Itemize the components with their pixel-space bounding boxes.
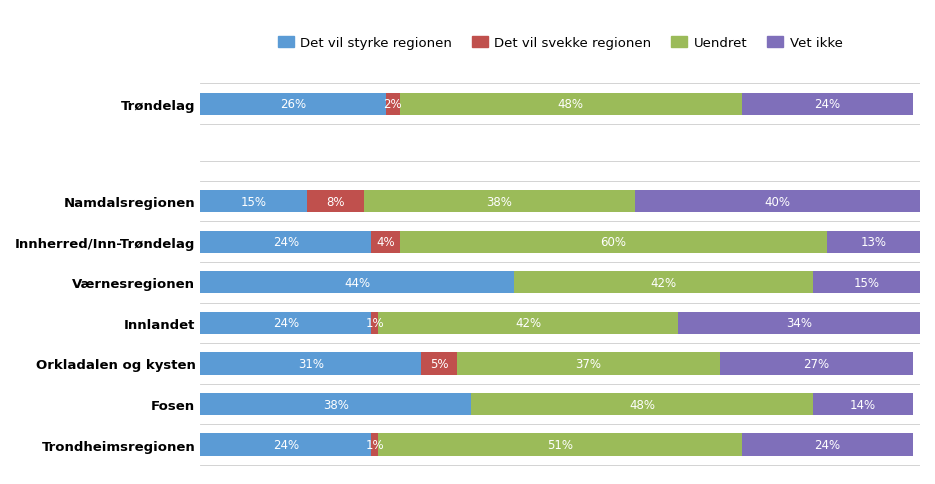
Bar <box>200 93 385 116</box>
Text: 42%: 42% <box>515 317 541 330</box>
Text: 37%: 37% <box>576 357 601 370</box>
Bar <box>635 191 920 213</box>
Text: 8%: 8% <box>326 195 345 208</box>
Bar <box>371 312 379 334</box>
Bar <box>678 312 920 334</box>
Text: 27%: 27% <box>803 357 829 370</box>
Text: 5%: 5% <box>430 357 448 370</box>
Text: 24%: 24% <box>814 438 841 451</box>
Text: 38%: 38% <box>486 195 512 208</box>
Bar <box>379 312 678 334</box>
Text: 48%: 48% <box>629 398 655 411</box>
Legend: Det vil styrke regionen, Det vil svekke regionen, Uendret, Vet ikke: Det vil styrke regionen, Det vil svekke … <box>272 32 848 55</box>
Bar <box>400 231 827 254</box>
Bar <box>385 93 400 116</box>
Bar <box>200 353 421 375</box>
Bar <box>514 272 813 294</box>
Text: 34%: 34% <box>785 317 812 330</box>
Text: 2%: 2% <box>383 98 402 111</box>
Bar <box>813 272 920 294</box>
Text: 38%: 38% <box>323 398 349 411</box>
Bar <box>200 272 514 294</box>
Text: 15%: 15% <box>240 195 266 208</box>
Bar <box>364 191 635 213</box>
Bar <box>200 393 471 415</box>
Text: 4%: 4% <box>376 236 395 249</box>
Bar <box>741 434 913 456</box>
Text: 42%: 42% <box>651 276 677 289</box>
Bar <box>457 353 721 375</box>
Bar <box>200 191 307 213</box>
Text: 40%: 40% <box>765 195 790 208</box>
Text: 1%: 1% <box>366 317 384 330</box>
Bar <box>721 353 913 375</box>
Text: 1%: 1% <box>366 438 384 451</box>
Bar <box>371 231 400 254</box>
Text: 13%: 13% <box>861 236 886 249</box>
Text: 24%: 24% <box>273 438 299 451</box>
Bar <box>307 191 364 213</box>
Bar <box>400 93 741 116</box>
Text: 15%: 15% <box>854 276 880 289</box>
Bar <box>200 312 371 334</box>
Bar <box>471 393 813 415</box>
Text: 26%: 26% <box>280 98 306 111</box>
Bar <box>379 434 741 456</box>
Text: 24%: 24% <box>273 317 299 330</box>
Text: 60%: 60% <box>600 236 626 249</box>
Bar <box>421 353 457 375</box>
Bar <box>371 434 379 456</box>
Text: 14%: 14% <box>850 398 876 411</box>
Bar <box>827 231 920 254</box>
Text: 44%: 44% <box>344 276 370 289</box>
Text: 31%: 31% <box>297 357 324 370</box>
Text: 24%: 24% <box>273 236 299 249</box>
Bar <box>813 393 913 415</box>
Bar <box>741 93 913 116</box>
Bar <box>200 434 371 456</box>
Text: 51%: 51% <box>547 438 573 451</box>
Bar <box>200 231 371 254</box>
Text: 24%: 24% <box>814 98 841 111</box>
Text: 48%: 48% <box>558 98 583 111</box>
